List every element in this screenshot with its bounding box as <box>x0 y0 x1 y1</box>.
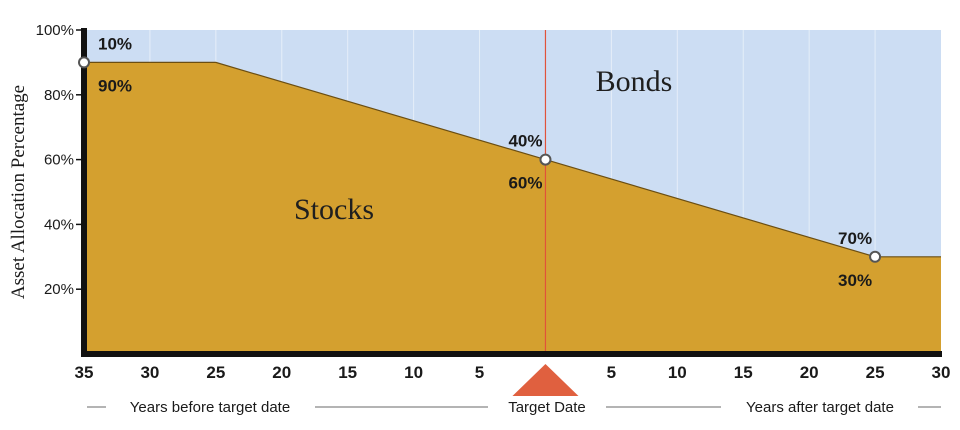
stocks-area <box>84 62 941 355</box>
x-tick-label: 15 <box>338 363 357 382</box>
x-tick-label: 20 <box>272 363 291 382</box>
x-tick-label: 30 <box>140 363 159 382</box>
x-tick-label: 20 <box>800 363 819 382</box>
y-tick-label: 60% <box>44 152 74 169</box>
bonds-region-label: Bonds <box>596 65 673 98</box>
stocks-percent-label: 60% <box>508 174 542 193</box>
bonds-percent-label: 10% <box>98 34 132 53</box>
caption-target-date: Target Date <box>508 399 586 416</box>
stocks-percent-label: 30% <box>838 271 872 290</box>
axes <box>76 28 942 357</box>
y-axis-label: Asset Allocation Percentage <box>8 85 29 299</box>
y-tick-label: 100% <box>36 22 74 39</box>
caption-years-after: Years after target date <box>746 399 894 416</box>
glide-path-marker <box>78 56 90 69</box>
bonds-percent-label: 70% <box>838 229 872 248</box>
x-tick-label: 10 <box>668 363 687 382</box>
x-tick-label: 35 <box>75 363 94 382</box>
x-tick-label: 25 <box>866 363 885 382</box>
x-tick-label: 30 <box>932 363 951 382</box>
x-tick-label: 5 <box>475 363 484 382</box>
plot-area <box>84 30 941 355</box>
x-tick-label: 10 <box>404 363 423 382</box>
stocks-percent-label: 90% <box>98 76 132 95</box>
x-tick-label: 5 <box>607 363 616 382</box>
glide-path-marker <box>539 153 552 166</box>
caption-years-before: Years before target date <box>130 399 290 416</box>
y-tick-label: 80% <box>44 87 74 104</box>
x-tick-label: 25 <box>206 363 225 382</box>
labels: 20% 40% 60% 80% 100% 35 30 25 20 15 10 5 5 10 15 20 25 30… <box>36 22 951 408</box>
target-date-marker <box>512 364 579 396</box>
stocks-region-label: Stocks <box>294 193 374 226</box>
y-tick-label: 20% <box>44 281 74 298</box>
y-tick-label: 40% <box>44 216 74 233</box>
bonds-percent-label: 40% <box>508 132 542 151</box>
x-tick-label: 15 <box>734 363 753 382</box>
glide-path-marker <box>869 250 882 263</box>
